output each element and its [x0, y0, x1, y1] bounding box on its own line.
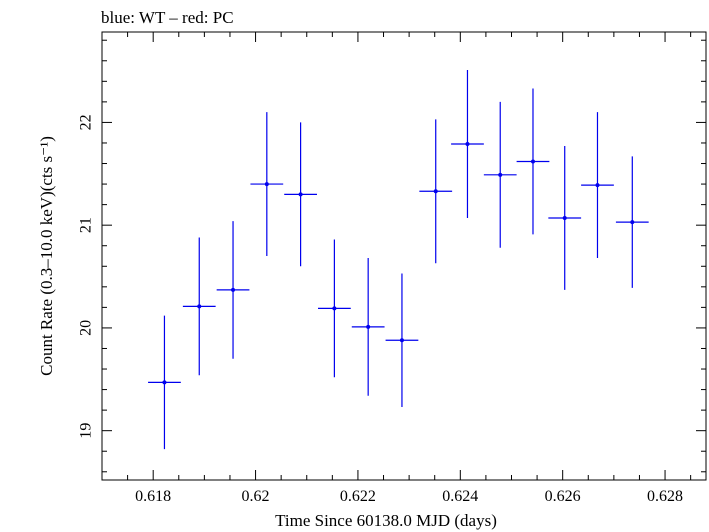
- data-marker: [399, 338, 404, 343]
- plot-frame: [101, 31, 707, 481]
- y-axis-ticks: 19 20 21 22: [78, 39, 706, 473]
- x-tick-label: 0.624: [442, 488, 478, 505]
- data-point: [250, 112, 284, 256]
- data-marker: [465, 142, 470, 146]
- data-point: [419, 119, 453, 264]
- data-marker: [530, 159, 535, 164]
- data-point: [385, 273, 419, 408]
- x-tick-label: 0.628: [647, 488, 683, 505]
- data-point: [483, 101, 517, 248]
- data-point: [182, 237, 216, 376]
- data-point: [516, 88, 550, 235]
- data-point: [318, 239, 351, 378]
- data-point: [216, 221, 250, 359]
- data-marker: [562, 215, 567, 220]
- data-marker: [433, 189, 438, 194]
- x-tick-label: 0.622: [340, 488, 376, 505]
- x-tick-label: 0.618: [135, 488, 171, 505]
- y-tick-label: 21: [78, 217, 95, 233]
- data-point: [615, 156, 649, 288]
- data-point: [548, 146, 582, 290]
- data-marker: [498, 172, 503, 177]
- x-tick-label: 0.626: [545, 488, 581, 505]
- data-marker: [630, 220, 635, 225]
- data-point: [581, 112, 614, 259]
- data-point: [148, 315, 181, 450]
- data-marker: [298, 192, 303, 197]
- data-marker: [595, 183, 600, 188]
- chart-title: blue: WT – red: PC: [101, 8, 234, 27]
- y-tick-label: 19: [78, 423, 95, 439]
- data-point: [284, 122, 317, 267]
- data-marker: [197, 304, 202, 309]
- data-marker: [332, 306, 337, 311]
- data-marker: [162, 380, 167, 385]
- data-series: [148, 70, 649, 450]
- data-marker: [366, 324, 371, 329]
- data-point: [351, 258, 385, 396]
- y-axis-label: Count Rate (0.3–10.0 keV)(cts s⁻¹): [37, 136, 56, 376]
- y-tick-label: 22: [78, 114, 95, 130]
- data-marker: [231, 287, 236, 292]
- data-marker: [264, 182, 269, 187]
- x-axis-ticks: 0.618 0.62 0.622 0.624 0.626 0.628: [101, 32, 692, 505]
- data-point: [451, 70, 484, 218]
- x-axis-label: Time Since 60138.0 MJD (days): [275, 511, 497, 530]
- x-tick-label: 0.62: [242, 488, 270, 505]
- y-tick-label: 20: [78, 320, 95, 336]
